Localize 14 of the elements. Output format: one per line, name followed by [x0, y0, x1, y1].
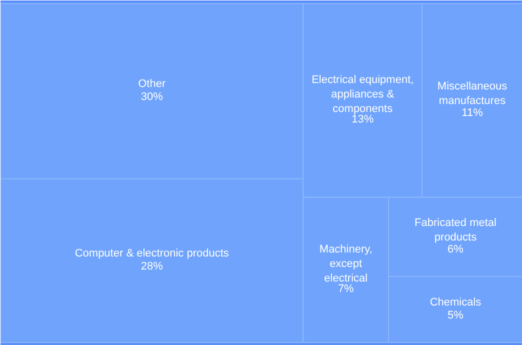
data-label: 13%: [352, 114, 374, 126]
category-label: Fabricated metal products: [414, 217, 496, 244]
data-label: 7%: [338, 283, 354, 296]
category-label: Computer & electronic products: [74, 247, 230, 260]
category-label: Miscellaneous manufactures: [437, 80, 508, 107]
category-label: Chemicals: [430, 296, 482, 308]
category-label: Machinery, except electrical: [319, 243, 372, 284]
category-label: Electrical equipment, appliances & components: [312, 74, 414, 115]
data-label: 28%: [140, 260, 164, 273]
data-label: 6%: [448, 243, 464, 256]
data-label: 11%: [462, 106, 484, 119]
category-label: Other: [138, 78, 166, 90]
data-label: 30%: [140, 91, 164, 104]
data-label: 5%: [448, 309, 464, 322]
